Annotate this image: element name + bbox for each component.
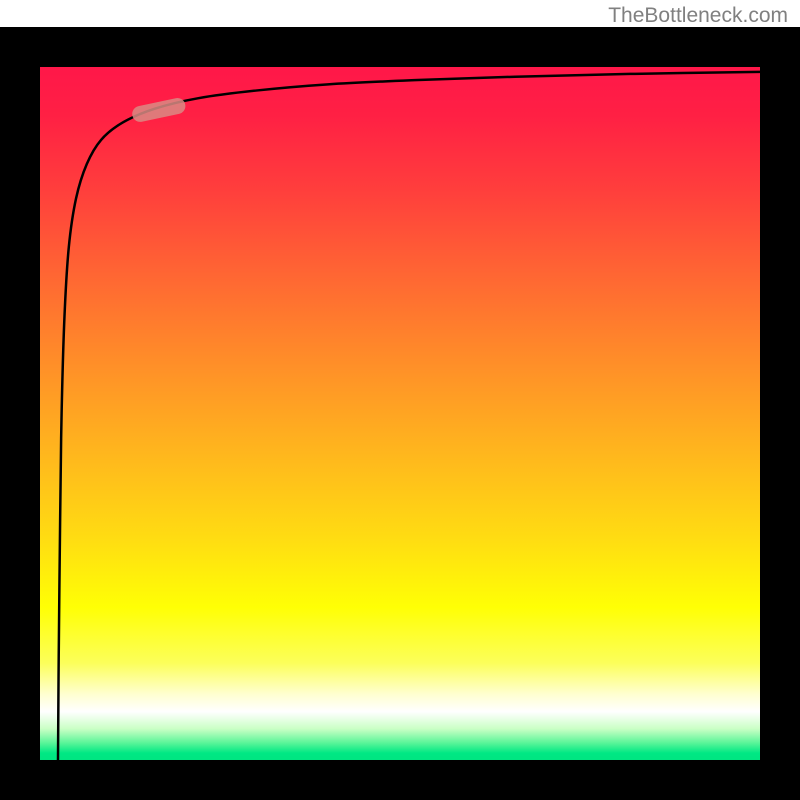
chart-stage: TheBottleneck.com	[0, 0, 800, 800]
plot-area	[40, 67, 760, 760]
watermark-text: TheBottleneck.com	[608, 4, 788, 28]
chart-svg	[0, 0, 800, 800]
